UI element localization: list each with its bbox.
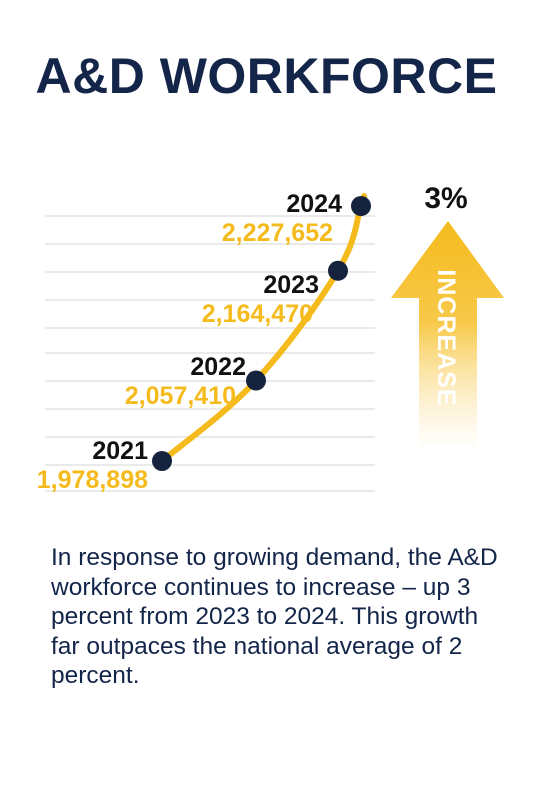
increase-percent: 3%: [424, 182, 467, 215]
page-title: A&D WORKFORCE: [35, 48, 498, 104]
data-point-2024: [351, 196, 371, 216]
data-point-2023: [328, 260, 348, 281]
value-label-2022: 2,057,410: [125, 382, 236, 410]
value-label-2023: 2,164,470: [202, 300, 313, 328]
increase-word: INCREASE: [432, 269, 460, 406]
increase-arrow-icon: [391, 221, 504, 446]
year-label-2022: 2022: [190, 353, 246, 381]
data-point-2021: [152, 451, 172, 471]
data-point-2022: [246, 370, 266, 391]
value-label-2021: 1,978,898: [37, 466, 148, 494]
year-label-2024: 2024: [286, 190, 342, 218]
value-label-2024: 2,227,652: [222, 219, 333, 247]
grid-lines: [45, 215, 375, 492]
year-label-2023: 2023: [263, 271, 319, 299]
year-label-2021: 2021: [92, 437, 148, 465]
body-paragraph: In response to growing demand, the A&D w…: [51, 544, 498, 689]
data-points: [152, 196, 371, 471]
